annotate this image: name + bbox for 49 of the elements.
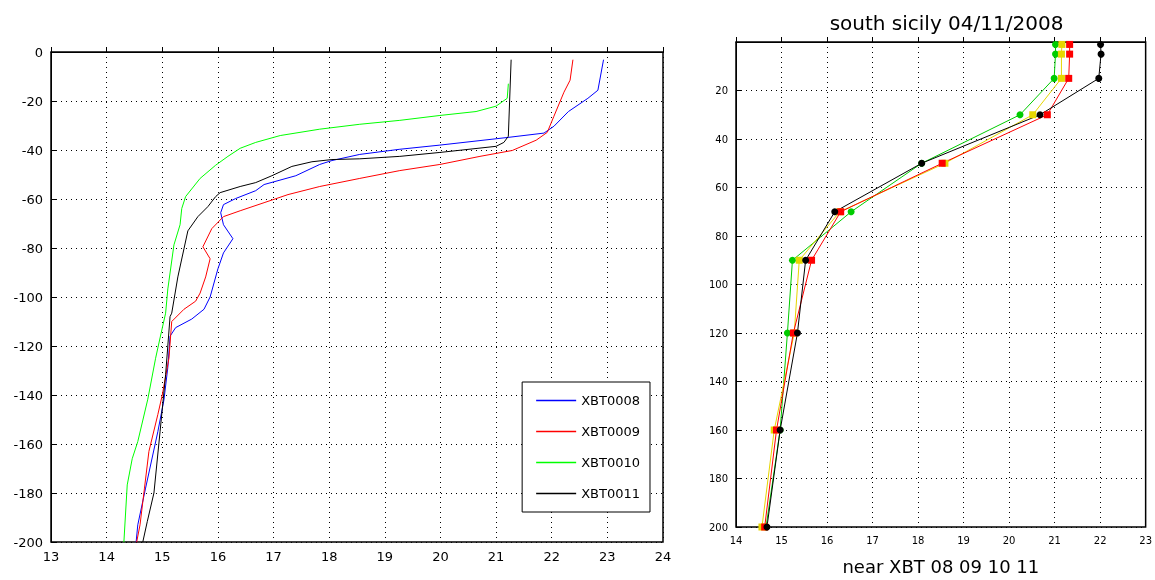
y-tick-label: -200: [13, 534, 43, 550]
x-tick-label: 21: [1048, 534, 1061, 546]
y-tick-label: 160: [708, 424, 728, 436]
y-tick-label: 100: [708, 279, 728, 290]
y-tick-label: 80: [715, 230, 728, 242]
x-tick-label: 23: [1139, 534, 1152, 546]
y-tick-label: 20: [715, 85, 728, 96]
x-tick-label: 18: [911, 534, 925, 546]
x-tick-label: 20: [1002, 534, 1016, 546]
y-tick-label: 140: [708, 376, 728, 387]
x-tick-label: 15: [154, 549, 171, 564]
x-tick-label: 13: [42, 549, 60, 564]
x-tick-label: 22: [543, 549, 560, 564]
y-tick-label: -60: [21, 191, 43, 207]
x-tick-label: 22: [1093, 534, 1107, 546]
y-tick-label: -100: [13, 289, 43, 305]
y-tick-label: -20: [21, 93, 43, 109]
x-tick-label: 20: [432, 549, 449, 564]
y-tick-label: 180: [708, 473, 728, 484]
x-tick-label: 14: [729, 534, 743, 546]
x-tick-label: 18: [320, 549, 338, 564]
y-tick-label: 60: [715, 182, 728, 193]
y-tick-label: -80: [21, 240, 43, 256]
y-tick-label: -40: [21, 142, 43, 158]
x-tick-label: 17: [265, 549, 282, 564]
x-tick-label: 21: [487, 549, 505, 564]
x-tick-label: 23: [599, 549, 616, 564]
y-tick-label: 0: [34, 44, 43, 60]
y-tick-label: -140: [13, 387, 43, 403]
legend-label: XBT0008: [581, 393, 641, 408]
x-tick-label: 24: [654, 549, 672, 564]
x-tick-label: 19: [376, 549, 394, 564]
y-tick-label: 200: [708, 521, 728, 533]
chart-title: south sicily 04/11/2008: [829, 11, 1064, 35]
legend-label: XBT0011: [581, 486, 641, 501]
x-axis-title: near XBT 08 09 10 11: [842, 555, 1040, 577]
y-tick-label: 40: [715, 133, 728, 145]
y-tick-label: -160: [13, 436, 43, 452]
y-tick-label: 120: [708, 327, 728, 339]
legend-label: XBT0009: [581, 424, 641, 439]
y-tick-label: -180: [13, 485, 43, 501]
y-tick-label: -120: [13, 338, 43, 354]
x-tick-label: 16: [209, 549, 227, 564]
legend-label: XBT0010: [581, 455, 641, 470]
x-tick-label: 14: [98, 549, 115, 564]
x-tick-label: 15: [775, 534, 788, 546]
x-tick-label: 17: [866, 534, 879, 546]
x-tick-label: 19: [957, 534, 970, 546]
x-tick-label: 16: [820, 534, 834, 546]
